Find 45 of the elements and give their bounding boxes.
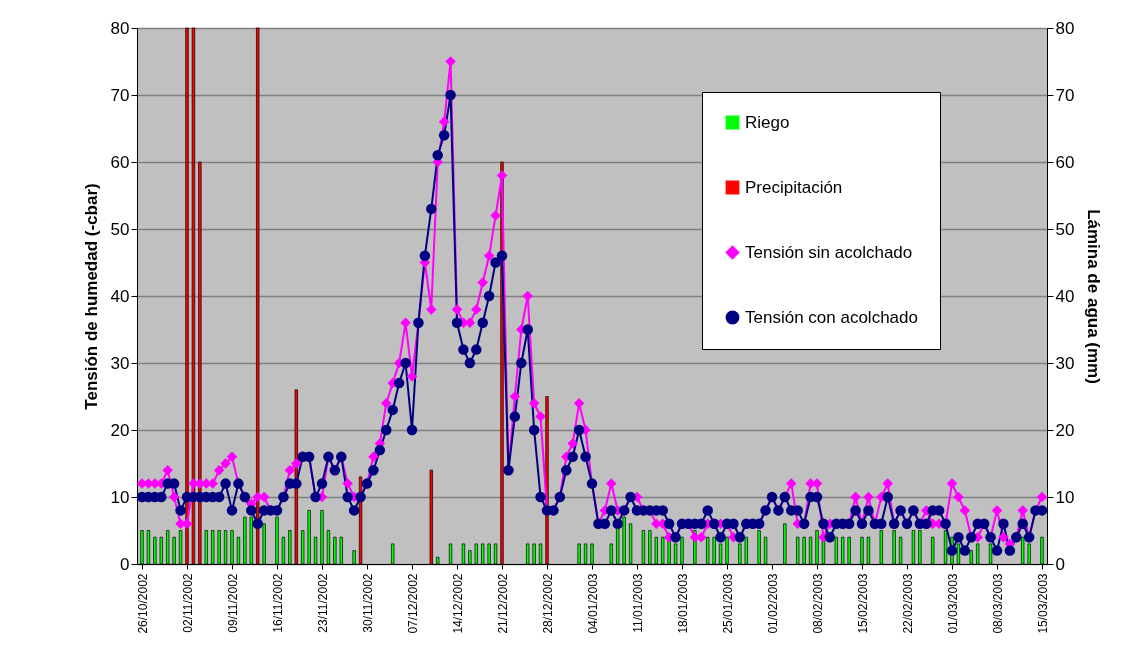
x-tick-label: 02/11/2002 bbox=[180, 573, 195, 633]
y-tick-label: 0 bbox=[120, 554, 130, 574]
x-tick-label: 25/01/2003 bbox=[720, 573, 735, 634]
y2-tick-label: 0 bbox=[1055, 554, 1065, 574]
x-tick-label: 11/01/2003 bbox=[630, 573, 645, 633]
legend-label: Tensión con acolchado bbox=[745, 307, 918, 327]
x-tick-label: 14/12/2002 bbox=[450, 573, 465, 634]
y-axis-title: Tensión de humedad (-cbar) bbox=[81, 183, 101, 410]
y-tick-label: 10 bbox=[110, 487, 130, 507]
y-tick-label: 70 bbox=[110, 85, 130, 105]
y-tick-label: 80 bbox=[110, 18, 130, 38]
x-tick-label: 16/11/2002 bbox=[270, 573, 285, 633]
legend-label: Precipitación bbox=[745, 177, 843, 197]
y-tick-label: 30 bbox=[110, 353, 130, 373]
x-tick-label: 21/12/2002 bbox=[495, 573, 510, 634]
x-tick-label: 28/12/2002 bbox=[540, 573, 555, 634]
x-tick-label: 04/01/2003 bbox=[585, 573, 600, 634]
x-tick-label: 15/02/2003 bbox=[855, 573, 870, 634]
y-tick-label: 50 bbox=[110, 219, 130, 239]
y2-tick-label: 50 bbox=[1055, 219, 1075, 239]
y2-tick-label: 70 bbox=[1055, 85, 1075, 105]
x-tick-label: 26/10/2002 bbox=[135, 573, 150, 634]
y2-tick-label: 80 bbox=[1055, 18, 1075, 38]
y2-tick-label: 30 bbox=[1055, 353, 1075, 373]
x-tick-label: 01/02/2003 bbox=[765, 573, 780, 634]
y2-tick-label: 60 bbox=[1055, 152, 1075, 172]
x-tick-label: 01/03/2003 bbox=[945, 573, 960, 634]
y-tick-label: 20 bbox=[110, 420, 130, 440]
x-tick-label: 08/02/2003 bbox=[810, 573, 825, 634]
x-tick-label: 30/11/2002 bbox=[360, 573, 375, 633]
x-tick-label: 18/01/2003 bbox=[675, 573, 690, 634]
y2-tick-label: 10 bbox=[1055, 487, 1075, 507]
y-tick-label: 60 bbox=[110, 152, 130, 172]
legend-label: Riego bbox=[745, 112, 790, 132]
x-tick-label: 23/11/2002 bbox=[315, 573, 330, 633]
legend-label: Tensión sin acolchado bbox=[745, 242, 913, 262]
x-tick-label: 08/03/2003 bbox=[990, 573, 1005, 634]
y2-axis-title: Lámina de agua (mm) bbox=[1084, 209, 1104, 384]
x-tick-label: 07/12/2002 bbox=[405, 573, 420, 634]
y2-tick-label: 40 bbox=[1055, 286, 1075, 306]
x-tick-label: 09/11/2002 bbox=[225, 573, 240, 633]
y2-tick-label: 20 bbox=[1055, 420, 1075, 440]
y-tick-label: 40 bbox=[110, 286, 130, 306]
x-tick-label: 15/03/2003 bbox=[1035, 573, 1050, 634]
x-tick-label: 22/02/2003 bbox=[900, 573, 915, 634]
